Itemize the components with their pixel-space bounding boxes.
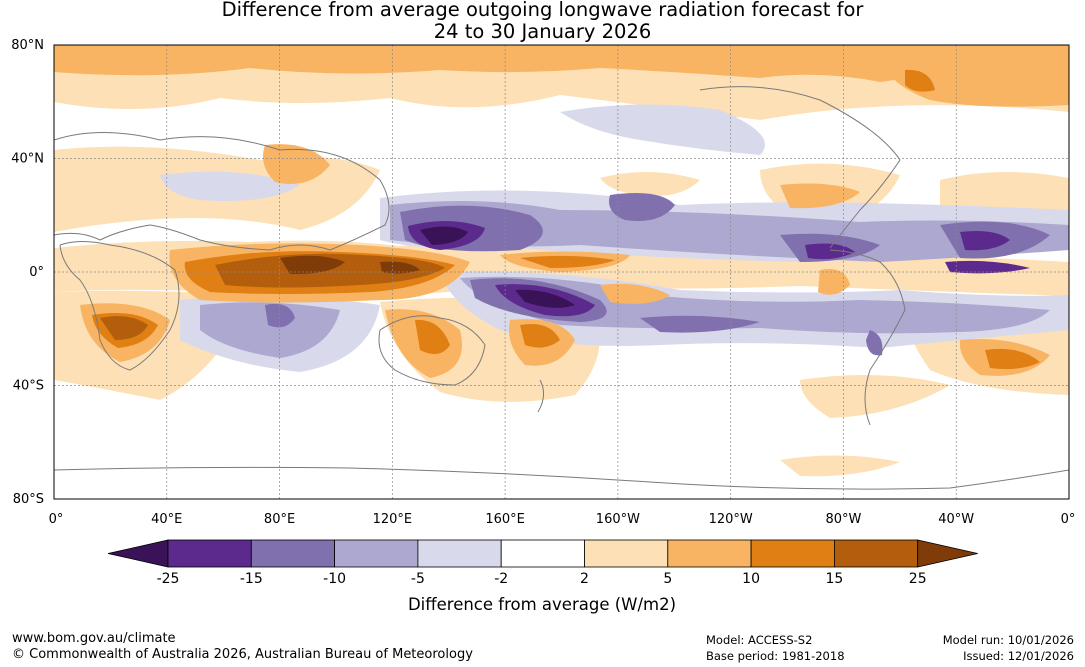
coastline-eurasia [54,132,390,251]
anomaly-region [609,192,675,221]
footer-model-run: Model run: 10/01/2026 [942,633,1074,647]
lon-label: 160°W [596,512,640,527]
anomaly-region [520,255,615,268]
anomaly-region [420,226,468,245]
colorbar-swatch [167,539,252,568]
colorbar-tick-label: -15 [240,571,263,587]
colorbar-tick-label: 10 [742,571,760,587]
colorbar-tick-label: 5 [663,571,672,587]
coastline-new-zealand [537,379,544,413]
colorbar-tick-label: 15 [825,571,843,587]
anomaly-region [780,183,860,209]
anomaly-region [780,455,900,477]
lat-label: 0° [29,265,44,280]
colorbar-extension-high [917,539,978,568]
colorbar-swatch [667,539,752,568]
lon-label: 0° [1061,512,1076,527]
footer-issued: Issued: 12/01/2026 [963,649,1074,663]
colorbar-swatch [500,539,585,568]
colorbar-ticks: -25 -15 -10 -5 -2 2 5 10 15 25 [157,571,927,587]
anomaly-region [805,243,855,260]
anomaly-field [54,45,1069,490]
colorbar-swatch [750,539,835,568]
anomaly-region [985,348,1040,370]
map-title-line-1: Difference from average outgoing longwav… [221,0,864,21]
footer-model: Model: ACCESS-S2 [706,633,813,647]
longitude-labels: 0° 40°E 80°E 120°E 160°E 160°W 120°W 80°… [49,512,1076,527]
anomaly-region [960,231,1010,251]
coastline-antarctica [54,466,1069,490]
latitude-labels: 80°N 40°N 0° 40°S 80°S [11,38,44,507]
anomaly-region [640,315,760,333]
anomaly-region [390,201,1069,262]
colorbar-tick-label: -5 [411,571,425,587]
lat-label: 40°S [13,379,44,394]
footer-url[interactable]: www.bom.gov.au/climate [12,631,176,646]
anomaly-region [200,302,340,358]
footer-copyright: © Commonwealth of Australia 2026, Austra… [12,647,473,662]
colorbar-tick-label: -25 [157,571,180,587]
anomaly-region [100,316,148,340]
anomaly-region [560,104,765,155]
anomaly-region [265,303,295,328]
lon-label: 120°E [373,512,413,527]
lon-label: 80°E [264,512,295,527]
anomaly-region [880,58,1069,107]
colorbar-extension-low [107,539,169,568]
lat-label: 80°N [11,38,44,53]
lat-label: 80°S [13,492,44,507]
lon-label: 0° [49,512,64,527]
anomaly-region [160,171,300,201]
colorbar-tick-label: 2 [580,571,589,587]
coastline-africa [59,241,180,371]
lon-label: 120°W [709,512,753,527]
map-frame [53,44,1070,500]
colorbar-swatch [250,539,336,568]
anomaly-region [600,171,700,196]
anomaly-region [905,69,935,92]
colorbar-label: Difference from average (W/m2) [408,595,676,614]
anomaly-region [520,324,560,348]
anomaly-region [818,269,850,295]
map-title-line-2: 24 to 30 January 2026 [433,20,652,43]
anomaly-region [280,255,345,275]
colorbar-swatch [584,539,669,568]
colorbar-swatch [417,539,502,568]
footer-base-period: Base period: 1981-2018 [706,649,845,663]
colorbar-tick-label: 25 [909,571,927,587]
lon-label: 160°E [485,512,525,527]
anomaly-region [54,45,1069,82]
colorbar-tick-label: -10 [323,571,346,587]
lat-label: 40°N [11,152,44,167]
colorbar-tick-label: -2 [494,571,508,587]
anomaly-region [800,375,950,418]
anomaly-region [380,261,420,274]
anomaly-region [866,330,883,356]
colorbar-swatches [107,539,978,568]
lon-label: 40°W [938,512,974,527]
coastline-north-america [699,86,901,249]
anomaly-region [600,283,670,304]
anomaly-region [515,289,575,308]
colorbar-swatch [834,539,919,568]
coastline-australia [378,315,486,386]
anomaly-region [945,260,1030,274]
coastlines [54,86,1069,490]
lon-label: 40°E [151,512,182,527]
anomaly-region [415,319,450,354]
coastline-south-america [829,249,906,426]
colorbar-swatch [334,539,419,568]
lon-label: 80°W [825,512,861,527]
colorbar: -25 -15 -10 -5 -2 2 5 10 15 25 Differenc… [107,539,978,614]
